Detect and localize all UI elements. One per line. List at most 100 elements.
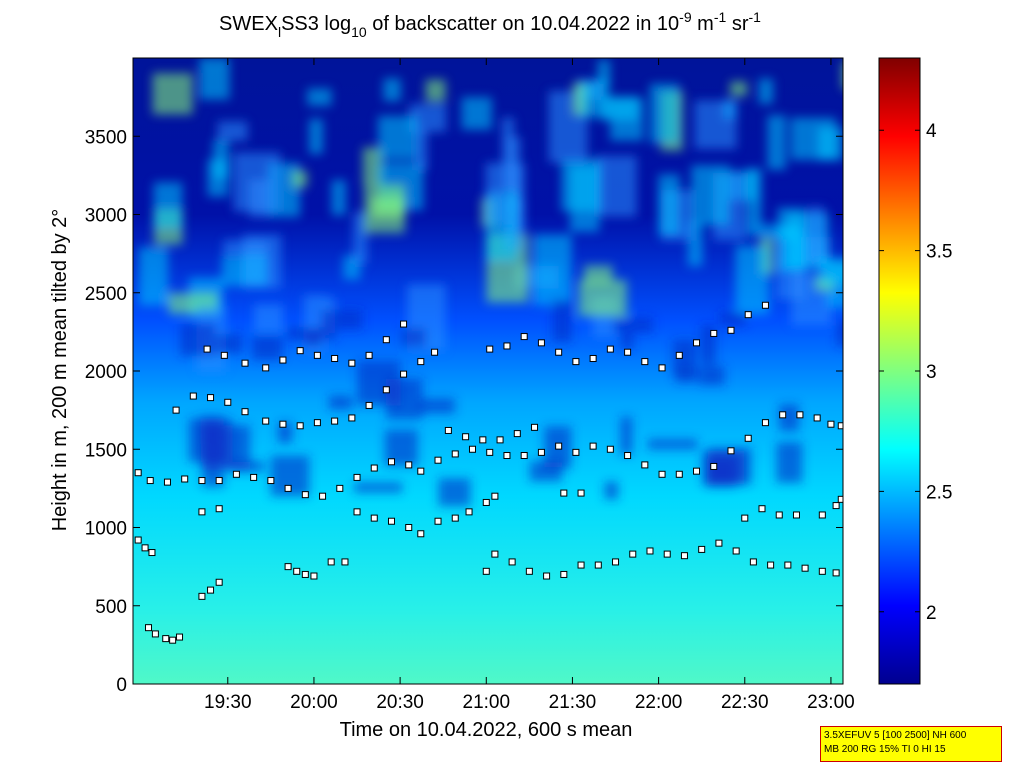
texture-patch [806, 206, 825, 262]
layer-marker [163, 478, 171, 486]
layer-marker [663, 550, 671, 558]
texture-patch [533, 234, 572, 306]
texture-patch [702, 450, 744, 485]
texture-patch [620, 416, 633, 455]
layer-marker [134, 469, 142, 477]
layer-marker [577, 489, 585, 497]
texture-patch [817, 127, 843, 161]
x-tick-label: 21:00 [463, 692, 511, 713]
layer-marker [732, 547, 740, 555]
texture-patch [252, 335, 283, 360]
layer-marker [784, 561, 792, 569]
layer-marker [827, 420, 835, 428]
layer-marker [658, 364, 666, 372]
layer-marker [612, 558, 620, 566]
y-tick-label: 2500 [85, 284, 127, 305]
x-tick-label: 21:30 [549, 692, 597, 713]
layer-marker [370, 514, 378, 522]
texture-patch [675, 368, 697, 383]
layer-marker [400, 320, 408, 328]
layer-marker [434, 517, 442, 525]
layer-marker [365, 401, 373, 409]
layer-marker [162, 635, 170, 643]
layer-marker [405, 524, 413, 531]
layer-marker [215, 505, 223, 513]
info-line-1: 3.5XEFUV 5 [100 2500] NH 600 [824, 730, 967, 741]
y-axis-label: Height in m, 200 m mean tilted by 2° [49, 209, 71, 532]
texture-patch [776, 442, 803, 483]
layer-marker [148, 549, 156, 557]
texture-patch [719, 311, 747, 326]
texture-patch [328, 395, 353, 410]
layer-marker [267, 477, 275, 485]
layer-marker [629, 550, 637, 558]
layer-marker [296, 422, 304, 430]
y-tick-label: 1500 [85, 440, 127, 461]
y-tick-label: 500 [95, 597, 127, 618]
colorbar-tick-label: 2 [926, 603, 937, 624]
layer-marker [801, 564, 809, 572]
info-box: 3.5XEFUV 5 [100 2500] NH 600 MB 200 RG 1… [820, 726, 1002, 762]
layer-marker [832, 502, 840, 510]
texture-patch [758, 78, 774, 104]
colorbar-tick-label: 3 [926, 362, 937, 383]
colorbar-axis: 2 2.5 3 3.5 4 [879, 121, 952, 624]
info-line-2: MB 200 RG 15% TI 0 HI 15 [824, 744, 946, 755]
layer-marker [482, 498, 490, 506]
layer-marker [479, 436, 487, 444]
y-tick-label: 0 [116, 675, 127, 696]
x-tick-label: 22:00 [635, 692, 683, 713]
texture-patch [818, 257, 843, 286]
layer-marker [513, 430, 521, 438]
layer-markers [134, 301, 843, 644]
layer-marker [417, 530, 425, 538]
x-tick-label: 22:30 [721, 692, 769, 713]
layer-marker [698, 545, 706, 553]
layer-marker [555, 348, 563, 356]
layer-marker [284, 484, 292, 492]
colorbar-tick-label: 3.5 [926, 242, 952, 263]
layer-marker [296, 347, 304, 355]
layer-marker [508, 558, 516, 566]
layer-marker [336, 484, 344, 492]
layer-marker [658, 470, 666, 478]
texture-patch [730, 81, 748, 97]
layer-marker [572, 448, 580, 456]
texture-patch [217, 121, 248, 141]
texture-patch [152, 73, 193, 115]
layer-marker [293, 567, 301, 575]
texture-patch [253, 304, 283, 333]
layer-marker [761, 301, 769, 309]
layer-marker [198, 592, 206, 600]
layer-marker [434, 456, 442, 464]
texture-patch [286, 327, 336, 341]
texture-patch [672, 339, 697, 375]
texture-patch [223, 240, 268, 256]
texture-patch [291, 170, 308, 188]
texture-patch [377, 115, 418, 160]
layer-marker [624, 348, 632, 356]
layer-marker [486, 448, 494, 456]
layer-marker [710, 329, 718, 337]
texture-patch [501, 117, 515, 191]
x-tick-label: 23:00 [807, 692, 855, 713]
layer-marker [779, 411, 787, 419]
texture-patch [415, 128, 428, 170]
layer-marker [262, 364, 270, 372]
texture-patch [759, 224, 799, 240]
layer-marker [341, 558, 349, 566]
texture-patch [331, 180, 346, 216]
texture-patch [613, 317, 653, 333]
layer-marker [744, 311, 752, 319]
texture-patch [485, 162, 507, 224]
layer-marker [577, 561, 585, 569]
layer-marker [462, 433, 470, 441]
texture-patch [841, 61, 843, 90]
layer-marker [589, 442, 597, 450]
layer-marker [503, 452, 511, 460]
layer-marker [744, 434, 752, 442]
layer-marker [496, 436, 504, 444]
texture-patch [354, 482, 403, 493]
layer-marker [387, 517, 395, 525]
layer-marker [832, 569, 840, 577]
